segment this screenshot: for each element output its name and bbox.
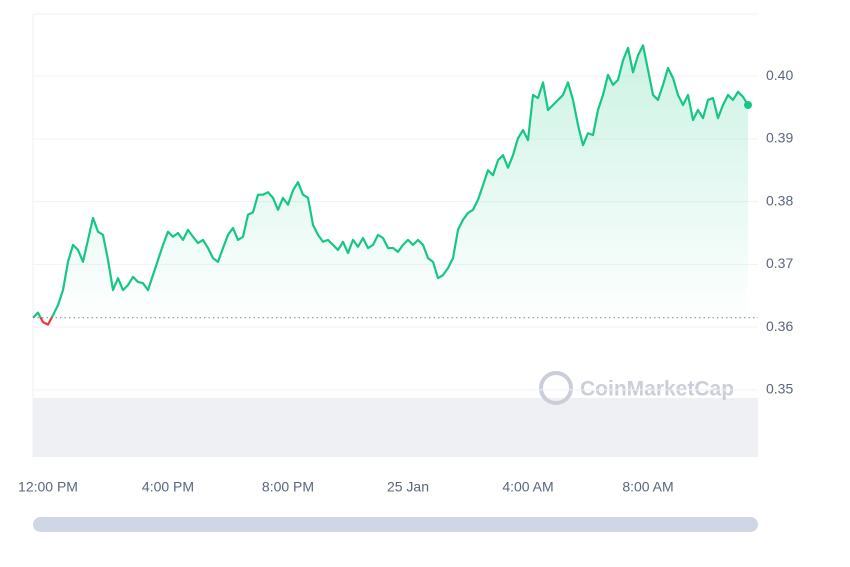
price-area xyxy=(33,45,748,318)
x-tick-label: 12:00 PM xyxy=(18,479,78,495)
y-tick-label: 0.40 xyxy=(766,67,793,83)
y-tick-label: 0.39 xyxy=(766,130,793,146)
watermark-text: CoinMarketCap xyxy=(580,378,734,401)
x-tick-label: 8:00 AM xyxy=(622,479,673,495)
x-tick-label: 4:00 PM xyxy=(142,479,194,495)
x-tick-label: 4:00 AM xyxy=(502,479,553,495)
y-tick-label: 0.35 xyxy=(766,381,793,397)
x-tick-label: 25 Jan xyxy=(387,479,429,495)
watermark-logo xyxy=(539,371,573,405)
x-tick-label: 8:00 PM xyxy=(262,479,314,495)
last-point xyxy=(744,100,752,109)
volume-band xyxy=(33,398,758,457)
scrollbar[interactable] xyxy=(33,517,758,532)
y-tick-label: 0.37 xyxy=(766,255,793,271)
price-line xyxy=(32,44,749,326)
watermark: CoinMarketCap xyxy=(539,371,734,405)
y-tick-label: 0.36 xyxy=(766,318,793,334)
y-tick-label: 0.38 xyxy=(766,192,793,208)
